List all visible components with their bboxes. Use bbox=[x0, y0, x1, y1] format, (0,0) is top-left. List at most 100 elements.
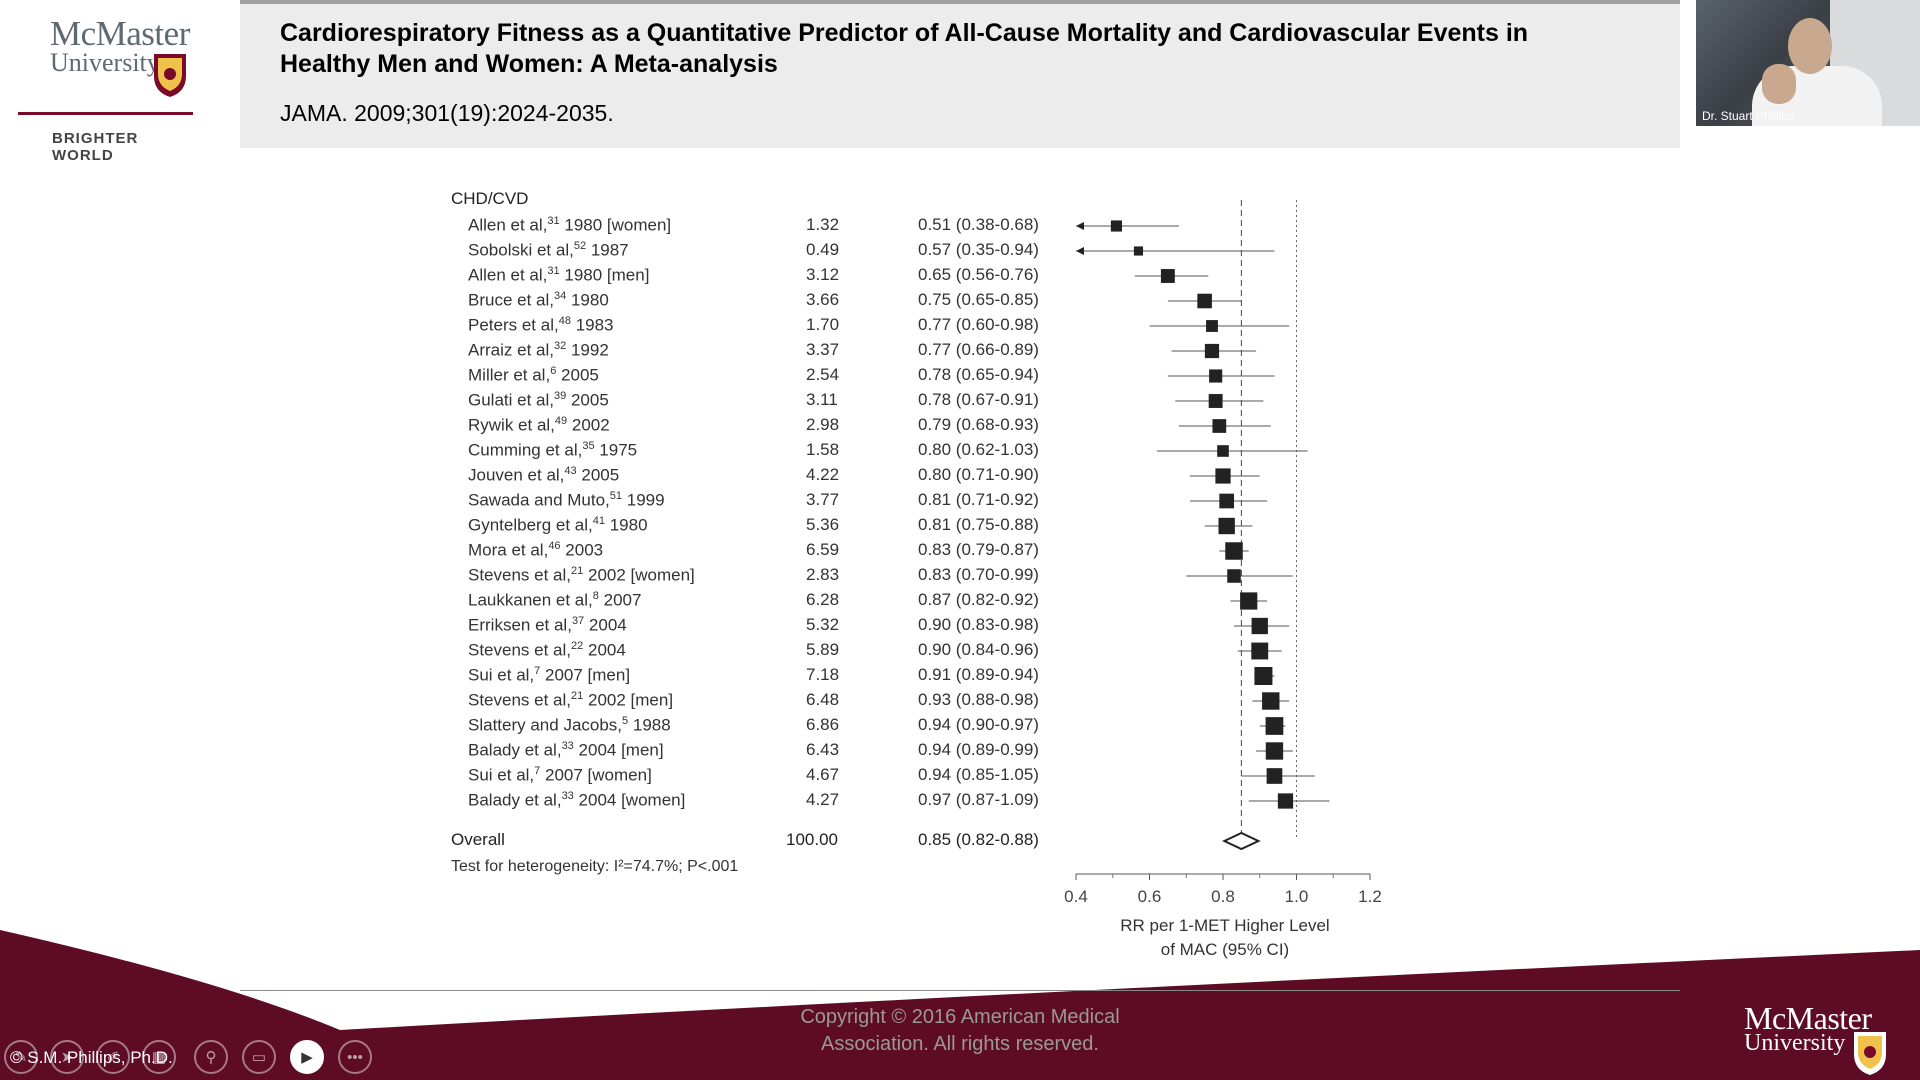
copyright-line1: Copyright © 2016 American Medical bbox=[800, 1006, 1120, 1028]
point-estimate bbox=[1133, 246, 1144, 256]
study-rr: 0.83 (0.79-0.87) bbox=[918, 540, 1039, 559]
subtitles-icon[interactable]: ▭ bbox=[242, 1040, 276, 1074]
footer-logo-wordmark: McMaster bbox=[1744, 1000, 1872, 1036]
crest-icon bbox=[1854, 1032, 1886, 1075]
study-name: Peters et al,48 1983 bbox=[468, 315, 614, 336]
study-detail: 2007 bbox=[598, 590, 642, 610]
overall-diamond bbox=[1221, 831, 1261, 851]
point-estimate bbox=[1209, 369, 1223, 383]
study-name: Balady et al,33 2004 [men] bbox=[468, 740, 664, 761]
point-estimate bbox=[1227, 569, 1241, 583]
study-reference: 31 bbox=[547, 215, 560, 227]
study-reference: 51 bbox=[609, 490, 623, 502]
study-author: Arraiz et al, bbox=[468, 340, 554, 360]
grid-icon[interactable]: ▦ bbox=[142, 1040, 176, 1074]
study-detail: 2004 bbox=[583, 640, 626, 660]
point-estimate bbox=[1197, 293, 1212, 309]
study-name: Stevens et al,22 2004 bbox=[468, 640, 626, 661]
study-reference: 8 bbox=[592, 590, 599, 602]
study-name: Bruce et al,34 1980 bbox=[468, 290, 609, 311]
ci-arrow bbox=[1076, 247, 1084, 255]
pen-icon[interactable]: ✎ bbox=[4, 1040, 38, 1074]
study-author: Bruce et al, bbox=[468, 290, 554, 310]
study-detail: 2004 [women] bbox=[573, 790, 686, 810]
zoom-icon[interactable]: ⚲ bbox=[194, 1040, 228, 1074]
study-name: Erriksen et al,37 2004 bbox=[468, 615, 627, 636]
study-author: Gyntelberg et al, bbox=[468, 515, 593, 535]
study-rr: 0.79 (0.68-0.93) bbox=[918, 415, 1039, 434]
study-name: Cumming et al,35 1975 bbox=[468, 440, 637, 461]
study-weight: 5.89 bbox=[806, 640, 840, 659]
study-name: Gulati et al,39 2005 bbox=[468, 390, 609, 411]
study-reference: 6 bbox=[550, 365, 557, 377]
point-estimate bbox=[1204, 343, 1220, 359]
study-name: Stevens et al,21 2002 [women] bbox=[468, 565, 695, 586]
copyright-notice: Copyright © 2016 American Medical Associ… bbox=[700, 1004, 1220, 1058]
study-rr: 0.97 (0.87-1.09) bbox=[918, 790, 1039, 809]
point-estimate bbox=[1225, 542, 1243, 560]
study-rr: 0.94 (0.85-1.05) bbox=[918, 765, 1039, 784]
credit-text: © S.M. Phillips, Ph.D. bbox=[10, 1048, 173, 1067]
more-icon[interactable]: ••• bbox=[338, 1040, 372, 1074]
study-reference: 7 bbox=[534, 665, 541, 677]
point-estimate bbox=[1219, 493, 1235, 509]
study-weight: 3.12 bbox=[806, 265, 840, 284]
study-detail: 1980 [women] bbox=[559, 215, 672, 235]
highlighter-icon[interactable]: ✐ bbox=[96, 1040, 130, 1074]
study-name: Arraiz et al,32 1992 bbox=[468, 340, 609, 361]
x-tick-label: 0.4 bbox=[1064, 887, 1088, 906]
study-weight: 2.83 bbox=[806, 565, 840, 584]
axis-label-line1: RR per 1-MET Higher Level bbox=[1120, 916, 1330, 935]
presenter-video[interactable]: Dr. Stuart Phillips bbox=[1696, 0, 1920, 126]
study-rr: 0.90 (0.84-0.96) bbox=[918, 640, 1039, 659]
pointer-icon[interactable]: ➤ bbox=[50, 1040, 84, 1074]
study-weight: 3.66 bbox=[806, 290, 840, 309]
study-name: Miller et al,6 2005 bbox=[468, 365, 599, 386]
study-reference: 31 bbox=[547, 265, 560, 277]
study-reference: 7 bbox=[534, 765, 541, 777]
study-reference: 43 bbox=[564, 465, 577, 477]
study-name: Balady et al,33 2004 [women] bbox=[468, 790, 685, 811]
study-name: Allen et al,31 1980 [women] bbox=[468, 215, 671, 236]
study-author: Jouven et al, bbox=[468, 465, 565, 485]
study-author: Balady et al, bbox=[468, 790, 562, 810]
study-author: Balady et al, bbox=[468, 740, 562, 760]
axis-label-line2: of MAC (95% CI) bbox=[1160, 940, 1290, 959]
study-name: Laukkanen et al,8 2007 bbox=[468, 590, 641, 611]
study-detail: 2007 [women] bbox=[540, 765, 652, 785]
study-rr: 0.94 (0.90-0.97) bbox=[918, 715, 1039, 734]
study-weight: 6.48 bbox=[806, 690, 840, 709]
study-rr: 0.93 (0.88-0.98) bbox=[918, 690, 1039, 709]
study-name: Jouven et al,43 2005 bbox=[468, 465, 619, 486]
presenter-name: Dr. Stuart Phillips bbox=[1702, 109, 1795, 123]
study-author: Gulati et al, bbox=[468, 390, 554, 410]
study-author: Erriksen et al, bbox=[468, 615, 572, 635]
point-estimate bbox=[1212, 419, 1227, 433]
study-detail: 2004 [men] bbox=[573, 740, 664, 760]
study-rr: 0.57 (0.35-0.94) bbox=[918, 240, 1039, 259]
study-author: Laukkanen et al, bbox=[468, 590, 593, 610]
study-rr: 0.80 (0.62-1.03) bbox=[918, 440, 1039, 459]
study-detail: 1999 bbox=[622, 490, 665, 510]
study-detail: 2005 bbox=[556, 365, 599, 385]
footer-logo-university: University bbox=[1744, 1030, 1846, 1056]
ci-arrow bbox=[1076, 222, 1084, 230]
study-detail: 1975 bbox=[594, 440, 638, 460]
camera-icon[interactable]: ▶ bbox=[290, 1040, 324, 1074]
study-name: Rywik et al,49 2002 bbox=[468, 415, 610, 436]
study-detail: 1980 bbox=[605, 515, 648, 535]
logo-tagline: BRIGHTER WORLD bbox=[52, 130, 139, 164]
study-weight: 5.32 bbox=[806, 615, 840, 634]
slide-title: Cardiorespiratory Fitness as a Quantitat… bbox=[280, 19, 1529, 78]
study-reference: 33 bbox=[561, 790, 574, 802]
study-rr: 0.81 (0.71-0.92) bbox=[918, 490, 1039, 509]
study-weight: 3.37 bbox=[806, 340, 840, 359]
study-detail: 2003 bbox=[560, 540, 604, 560]
point-estimate bbox=[1215, 468, 1231, 484]
study-author: Slattery and Jacobs, bbox=[468, 715, 623, 735]
study-detail: 2002 [women] bbox=[583, 565, 695, 585]
study-weight: 7.18 bbox=[806, 665, 840, 684]
point-estimate bbox=[1277, 793, 1294, 809]
study-weight: 4.67 bbox=[806, 765, 840, 784]
study-author: Stevens et al, bbox=[468, 690, 572, 710]
